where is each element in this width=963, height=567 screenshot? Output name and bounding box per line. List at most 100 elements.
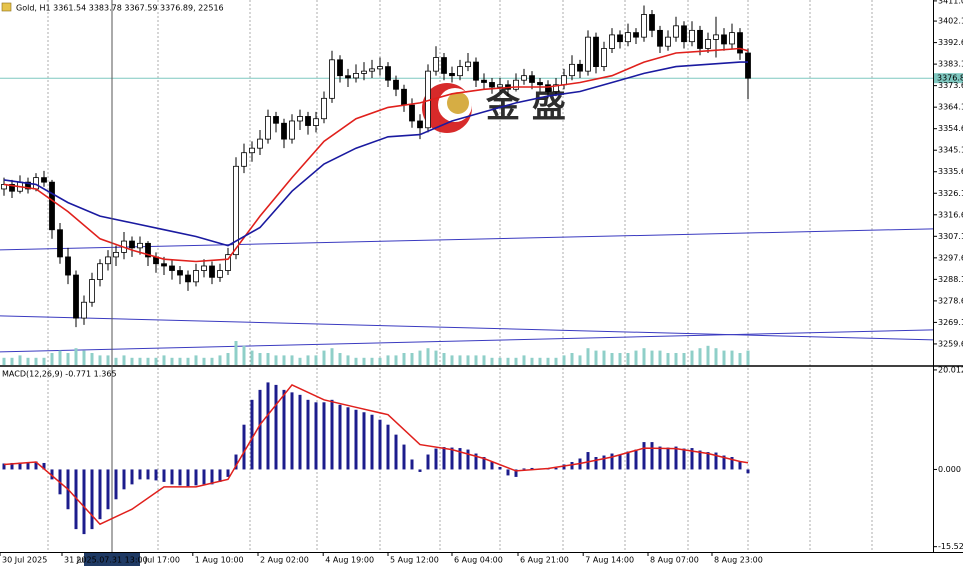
- volume-bar: [458, 355, 462, 365]
- candle-body: [577, 63, 583, 72]
- y-tick-label: 3278.60: [938, 296, 963, 305]
- y-tick-label: 0.000: [938, 465, 961, 474]
- chart-title: Gold, H1 3361.54 3383.78 3367.59 3376.89…: [16, 4, 224, 13]
- candle-body: [433, 57, 439, 72]
- volume-bar: [50, 353, 54, 365]
- candle-body: [593, 36, 599, 68]
- macd-bar: [386, 424, 390, 470]
- macd-bar: [474, 453, 478, 470]
- x-tick-label: 6 Aug 04:00: [454, 556, 503, 565]
- macd-bar: [26, 461, 30, 470]
- volume-bar: [554, 357, 558, 365]
- volume-bar: [746, 350, 750, 365]
- volume-bar: [34, 357, 38, 365]
- volume-bar: [170, 357, 174, 365]
- candle-body: [657, 29, 663, 47]
- macd-bar: [234, 454, 238, 470]
- volume-bar: [530, 357, 534, 365]
- candle-body: [201, 265, 207, 271]
- macd-bar: [586, 452, 590, 470]
- volume-bar: [234, 341, 238, 365]
- macd-bar: [354, 409, 358, 470]
- candle-body: [49, 181, 55, 231]
- y-tick-label: 3259.60: [938, 339, 963, 348]
- volume-bar: [722, 350, 726, 365]
- candle-body: [225, 254, 231, 271]
- y-tick-label: 3373.60: [938, 81, 963, 90]
- macd-bar: [722, 455, 726, 470]
- candle-body: [681, 25, 687, 43]
- macd-bar: [138, 469, 142, 480]
- macd-bar: [170, 469, 174, 485]
- macd-bar: [410, 459, 414, 470]
- volume-bar: [442, 353, 446, 365]
- y-tick-label: 3335.60: [938, 167, 963, 176]
- macd-bar: [506, 469, 510, 476]
- candle-body: [369, 68, 375, 72]
- volume-bar: [354, 357, 358, 365]
- candle-body: [633, 32, 639, 38]
- macd-bar: [122, 469, 126, 490]
- candle-body: [89, 279, 95, 303]
- macd-bar: [130, 469, 134, 485]
- watermark: 金 盛: [422, 83, 566, 133]
- macd-bar: [674, 446, 678, 470]
- current-price-label: 3376.89: [937, 74, 963, 83]
- volume-bar: [114, 357, 118, 365]
- candle-body: [185, 274, 191, 283]
- volume-bar: [514, 357, 518, 365]
- candle-body: [705, 39, 711, 49]
- volume-bar: [10, 357, 14, 365]
- volume-bar: [546, 357, 550, 365]
- volume-bar: [330, 348, 334, 365]
- volume-bar: [626, 353, 630, 365]
- candle-body: [161, 263, 167, 267]
- candle-body: [297, 116, 303, 122]
- candle-body: [529, 75, 535, 83]
- macd-bar: [274, 384, 278, 470]
- candle-body: [441, 57, 447, 74]
- volume-bar: [130, 357, 134, 365]
- x-tick-label: 8 Aug 07:00: [650, 556, 699, 565]
- volume-bar: [98, 355, 102, 365]
- volume-bar: [226, 353, 230, 365]
- macd-bar: [250, 399, 254, 470]
- macd-bar: [178, 469, 182, 486]
- volume-bar: [258, 353, 262, 365]
- volume-bar: [674, 353, 678, 365]
- candle-body: [305, 116, 311, 126]
- x-tick-label: 31 Jul: [64, 556, 86, 565]
- candle-body: [129, 240, 135, 249]
- x-tick-label: 30 Jul 2025: [2, 556, 47, 565]
- volume-bar: [426, 348, 430, 365]
- y-tick-label: 3392.60: [938, 38, 963, 47]
- macd-bar: [442, 447, 446, 470]
- candle-body: [553, 84, 559, 92]
- macd-bar: [490, 461, 494, 470]
- y-tick-label: 3297.60: [938, 253, 963, 262]
- candle-body: [217, 270, 223, 278]
- macd-bar: [362, 412, 366, 470]
- candle-body: [169, 265, 175, 271]
- candle-body: [393, 79, 399, 90]
- price-plot: [0, 5, 934, 365]
- macd-bar: [370, 414, 374, 470]
- macd-bar: [418, 469, 422, 472]
- x-tick-label: 1 Aug 10:00: [195, 556, 244, 565]
- symbol-icon: [1, 2, 12, 12]
- macd-bar: [730, 457, 734, 470]
- macd-bar: [450, 447, 454, 470]
- y-tick-label: 3383.10: [938, 60, 963, 69]
- macd-bar: [202, 469, 206, 485]
- y-tick-label: 3411.00: [938, 0, 963, 5]
- macd-bar: [106, 469, 110, 510]
- volume-bar: [138, 357, 142, 365]
- candle-body: [521, 75, 527, 81]
- trend-line: [0, 329, 934, 353]
- volume-bar: [698, 348, 702, 365]
- candle-body: [585, 36, 591, 72]
- candle-body: [65, 256, 71, 276]
- y-tick-label: 3288.10: [938, 275, 963, 284]
